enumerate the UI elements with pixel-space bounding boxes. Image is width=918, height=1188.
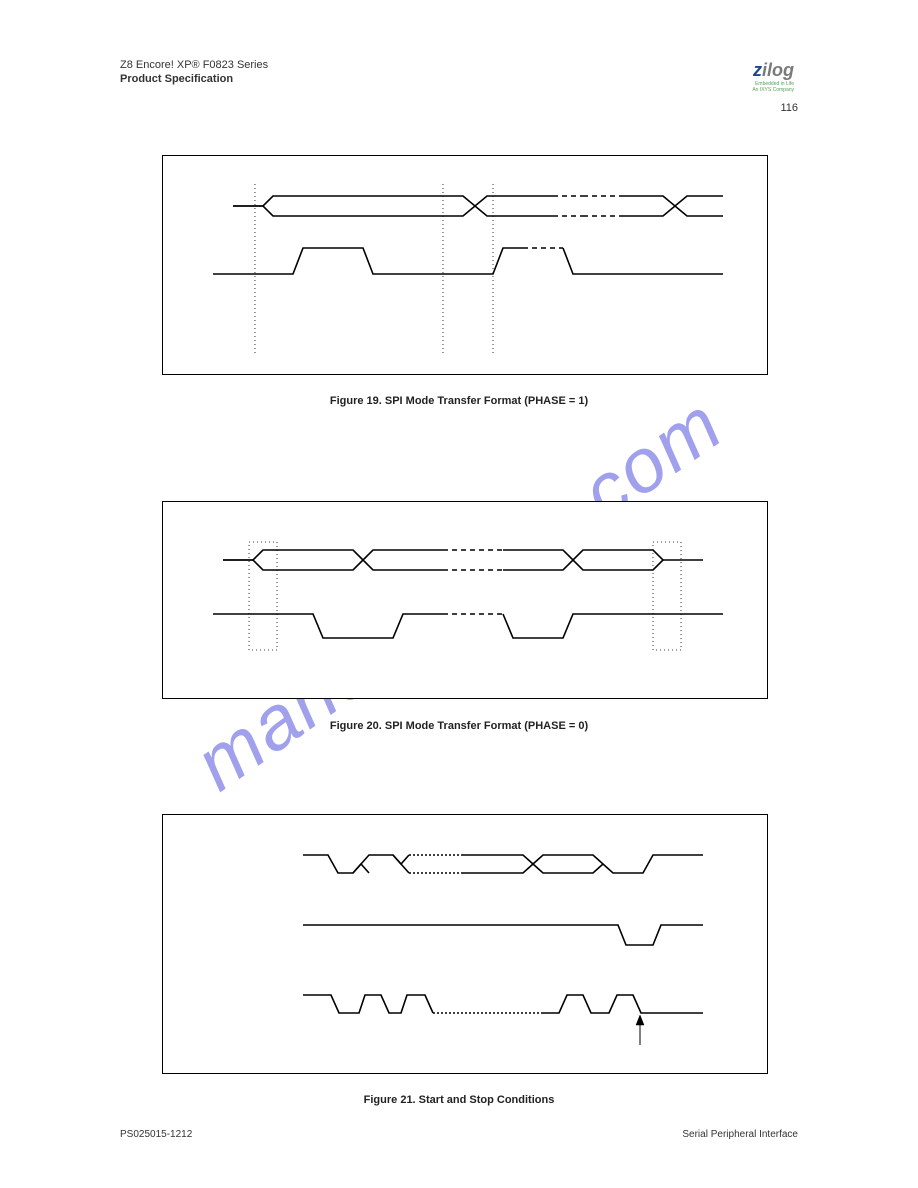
- figure-2-caption: Figure 20. SPI Mode Transfer Format (PHA…: [0, 720, 918, 732]
- header-right: zilog Embedded in Life An IXYS Company 1…: [748, 58, 798, 114]
- logo-ilog: ilog: [762, 60, 794, 80]
- figure-3-caption: Figure 21. Start and Stop Conditions: [0, 1094, 918, 1106]
- figure-1-caption: Figure 19. SPI Mode Transfer Format (PHA…: [0, 395, 918, 407]
- figure-3: [162, 814, 768, 1074]
- logo: zilog Embedded in Life An IXYS Company: [748, 58, 798, 95]
- logo-z: z: [753, 60, 762, 80]
- page: manualshive.com Z8 Encore! XP® F0823 Ser…: [0, 0, 918, 1188]
- page-header: Z8 Encore! XP® F0823 Series Product Spec…: [120, 58, 798, 114]
- logo-tagline2: An IXYS Company: [752, 87, 794, 93]
- doc-type: Product Specification: [120, 72, 268, 86]
- header-left: Z8 Encore! XP® F0823 Series Product Spec…: [120, 58, 268, 87]
- figure-2-svg: [163, 502, 769, 700]
- footer-right: Serial Peripheral Interface: [682, 1129, 798, 1140]
- page-number: 116: [748, 102, 798, 114]
- figure-3-svg: [163, 815, 769, 1075]
- figure-1: [162, 155, 768, 375]
- product-line: Z8 Encore! XP® F0823 Series: [120, 58, 268, 72]
- figure-1-svg: [163, 156, 769, 376]
- page-footer: PS025015-1212 Serial Peripheral Interfac…: [120, 1129, 798, 1140]
- figure-2: [162, 501, 768, 699]
- footer-left: PS025015-1212: [120, 1129, 192, 1140]
